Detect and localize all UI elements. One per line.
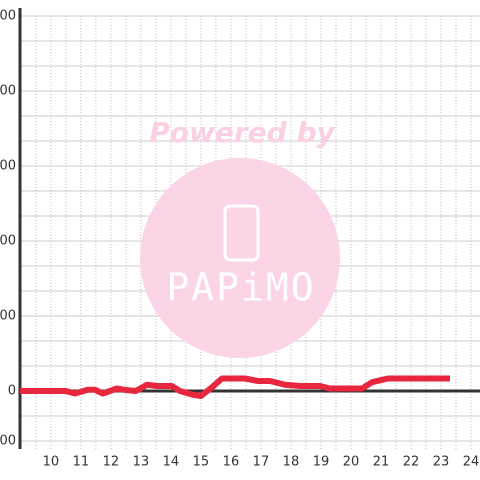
x-tick-label: 10	[43, 455, 60, 470]
y-tick-label: 150,000	[0, 9, 16, 24]
x-tick-label: 19	[313, 455, 330, 470]
x-tick-label: 23	[433, 455, 450, 470]
x-tick-label: 15	[193, 455, 210, 470]
y-tick-label: 0	[8, 384, 16, 399]
data-line	[20, 375, 450, 399]
watermark-phone	[223, 204, 260, 262]
x-tick-label: 13	[133, 455, 150, 470]
x-tick-label: 21	[373, 455, 390, 470]
y-tick-label: 30,000	[0, 309, 16, 324]
watermark-circle	[140, 158, 340, 358]
x-tick-label: 24	[463, 455, 480, 470]
watermark-logo: PAPiMO	[166, 266, 315, 310]
y-tick-label: 60,000	[0, 234, 16, 249]
x-tick-label: 12	[103, 455, 120, 470]
x-tick-label: 18	[283, 455, 300, 470]
x-tick-label: 22	[403, 455, 420, 470]
x-tick-label: 16	[223, 455, 240, 470]
y-tick-label: 90,000	[0, 159, 16, 174]
x-tick-label: 11	[73, 455, 90, 470]
y-tick-label: -20,000	[0, 434, 16, 449]
x-tick-label: 14	[163, 455, 180, 470]
watermark: Powered by PAPiMO	[140, 116, 340, 358]
y-tick-label: 120,000	[0, 84, 16, 99]
x-tick-label: 20	[343, 455, 360, 470]
watermark-text: Powered by	[149, 116, 336, 149]
x-tick-label: 17	[253, 455, 270, 470]
